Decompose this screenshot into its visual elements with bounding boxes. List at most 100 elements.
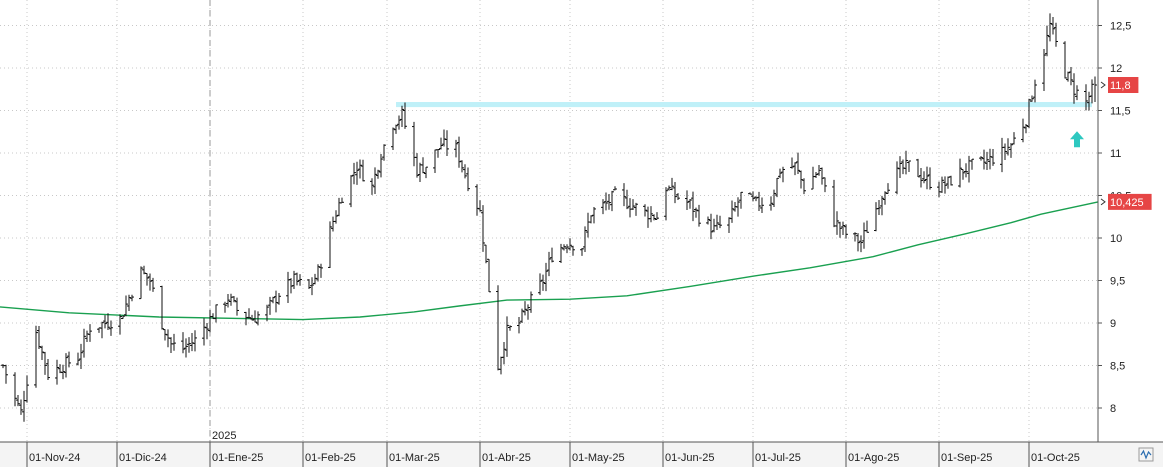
- ohlc-bar: [982, 149, 986, 170]
- ohlc-bar: [859, 235, 863, 253]
- ohlc-bar: [466, 167, 470, 192]
- ohlc-bar: [691, 191, 695, 222]
- ohlc-bar: [487, 258, 491, 293]
- ohlc-bar: [709, 213, 713, 240]
- ohlc-bar: [751, 191, 755, 202]
- ohlc-bar: [823, 177, 827, 193]
- ohlc-bar: [730, 200, 734, 223]
- x-axis-panel: [0, 442, 1163, 467]
- ohlc-bar: [313, 273, 317, 285]
- ohlc-bar: [562, 244, 566, 251]
- ohlc-bar: [253, 310, 257, 323]
- ohlc-bar: [481, 205, 485, 252]
- ohlc-bar: [1054, 22, 1058, 47]
- ohlc-bar: [940, 176, 944, 193]
- resistance-band: [396, 102, 1092, 108]
- ohlc-bar: [718, 215, 722, 229]
- ohlc-bar: [502, 342, 506, 365]
- ohlc-bar: [445, 130, 449, 156]
- ohlc-bar: [583, 226, 587, 253]
- ohlc-bar: [25, 375, 29, 403]
- ohlc-bar: [1066, 71, 1070, 82]
- ohlc-bar: [64, 353, 68, 378]
- ohlc-bar: [328, 221, 332, 268]
- ohlc-bar: [1069, 66, 1073, 86]
- ohlc-bar: [1024, 124, 1028, 134]
- ohlc-bar: [172, 333, 176, 351]
- ohlc-bar: [649, 206, 653, 223]
- ohlc-bar: [106, 313, 110, 330]
- ohlc-bar: [265, 304, 269, 322]
- x-tick-label: 01-Ago-25: [848, 452, 899, 464]
- ohlc-bar: [247, 308, 251, 319]
- ohlc-bar: [772, 189, 776, 207]
- ohlc-bar: [37, 325, 41, 349]
- ohlc-bar: [151, 277, 155, 292]
- ohlc-bar: [82, 328, 86, 358]
- ohlc-bar: [148, 273, 152, 291]
- ohlc-bar: [100, 321, 104, 339]
- ohlc-bar: [46, 358, 50, 380]
- ohlc-bar: [523, 301, 527, 316]
- waveform-icon[interactable]: [1138, 447, 1154, 462]
- ohlc-bar: [277, 293, 281, 305]
- ohlc-bar: [739, 191, 743, 209]
- ohlc-bar: [187, 337, 191, 353]
- ohlc-bar: [340, 197, 344, 204]
- ohlc-bar: [316, 264, 320, 282]
- ohlc-bar: [103, 315, 107, 329]
- ohlc-bar: [697, 204, 701, 227]
- x-tick-label: 01-Feb-25: [305, 452, 356, 464]
- ohlc-bar: [163, 329, 167, 341]
- price-badge: 10,425: [1100, 193, 1152, 210]
- ohlc-bar: [688, 198, 692, 209]
- ohlc-bar: [880, 195, 884, 216]
- ohlc-bar: [202, 318, 206, 346]
- ohlc-bar: [307, 279, 311, 289]
- ohlc-bar: [310, 277, 314, 296]
- y-tick-label: 10: [1110, 233, 1122, 245]
- ohlc-bar: [400, 105, 404, 127]
- year-label: 2025: [212, 430, 236, 442]
- y-tick-label: 11,5: [1110, 106, 1131, 118]
- y-tick-label: 9,5: [1110, 276, 1125, 288]
- ohlc-bar: [319, 263, 323, 278]
- ohlc-bar: [1021, 118, 1025, 143]
- ohlc-bar: [685, 190, 689, 210]
- ohlc-bar: [1045, 25, 1049, 57]
- ohlc-bar: [622, 183, 626, 207]
- ohlc-bar: [781, 166, 785, 183]
- ohlc-bar: [88, 324, 92, 342]
- y-tick-label: 12: [1110, 63, 1122, 75]
- ohlc-bar: [715, 214, 719, 231]
- ohlc-bar: [139, 266, 143, 300]
- ohlc-bar: [370, 178, 374, 195]
- ohlc-bar: [391, 127, 395, 151]
- ohlc-bar: [4, 364, 8, 384]
- x-tick-label: 01-Ene-25: [212, 452, 263, 464]
- x-tick-label: 01-May-25: [572, 452, 625, 464]
- ohlc-bar: [145, 273, 149, 286]
- ohlc-bar: [397, 115, 401, 130]
- ohlc-bar: [604, 192, 608, 211]
- ohlc-bar: [484, 244, 488, 264]
- price-bars: [1, 13, 1097, 422]
- ohlc-bar: [667, 185, 671, 191]
- badge-box: [1108, 193, 1152, 210]
- ohlc-bar: [436, 149, 440, 158]
- ohlc-bar: [76, 352, 80, 366]
- ohlc-bar: [799, 170, 803, 189]
- y-tick-label: 12,5: [1110, 21, 1131, 33]
- x-tick-label: 01-Nov-24: [29, 452, 80, 464]
- ohlc-bar: [361, 159, 365, 182]
- ohlc-bar: [526, 304, 530, 320]
- price-badge: 11,8: [1100, 77, 1139, 93]
- ohlc-bar: [19, 399, 23, 415]
- ohlc-bar: [61, 364, 65, 380]
- y-tick-label: 8,5: [1110, 361, 1125, 373]
- ohlc-bar: [1009, 143, 1013, 158]
- ohlc-bar: [856, 233, 860, 252]
- ohlc-bar: [460, 160, 464, 173]
- grid: [0, 0, 1098, 442]
